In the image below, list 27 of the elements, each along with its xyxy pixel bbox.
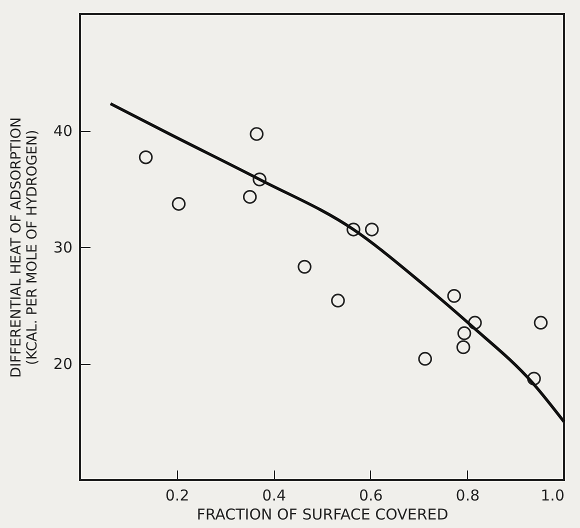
x-tick-label: 1.0 [540, 486, 564, 504]
point [447, 289, 462, 303]
point [250, 127, 264, 141]
point [138, 150, 153, 164]
point [527, 372, 541, 386]
point [364, 222, 379, 236]
y-tick-label: 40 [53, 122, 72, 140]
point [298, 260, 312, 274]
x-tick-label: 0.6 [358, 486, 383, 504]
point [457, 326, 472, 340]
y-tick-label: 30 [53, 238, 72, 256]
y-axis-title: DIFFERENTIAL HEAT OF ADSORPTION (KCAL. PER MOLE OF HYDROGEN) [8, 117, 40, 378]
point [468, 316, 482, 330]
point [252, 172, 266, 186]
point [534, 316, 548, 330]
x-tick-label: 0.4 [262, 486, 286, 504]
x-tick-label: 0.2 [165, 486, 190, 504]
line-series [108, 102, 566, 424]
point [242, 190, 257, 204]
point [172, 196, 186, 211]
point [418, 352, 432, 366]
y-tick-label: 20 [53, 355, 72, 373]
x-tick-label: 0.8 [456, 486, 480, 504]
point [346, 222, 360, 236]
point [456, 340, 470, 354]
x-axis-title: FRACTION OF SURFACE COVERED [196, 506, 448, 524]
point [331, 294, 345, 308]
